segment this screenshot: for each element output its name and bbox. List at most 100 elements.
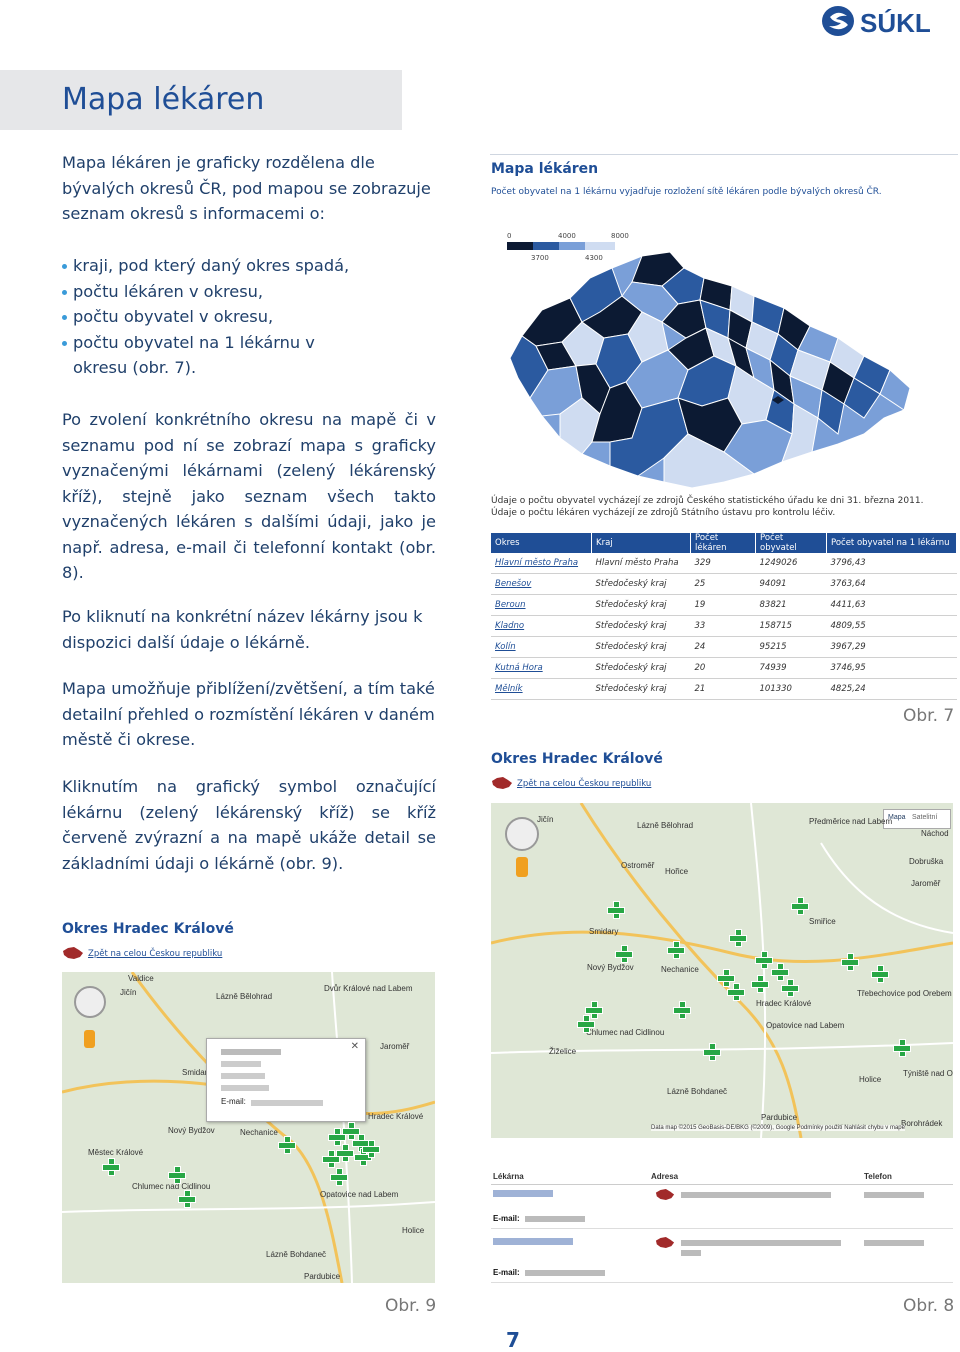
- map-type-control[interactable]: Mapa Satelitní: [883, 809, 951, 829]
- table-header-row: Okres Kraj Počet lékáren Počet obyvatel …: [491, 533, 957, 553]
- pharmacy-name-link[interactable]: [493, 1238, 573, 1245]
- table-row: Kladno Středočeský kraj 33 158715 4809,5…: [491, 615, 957, 637]
- pharmacy-cross-icon[interactable]: [178, 1190, 196, 1208]
- district-link[interactable]: Hlavní město Praha: [491, 553, 592, 574]
- table-cell: 3763,64: [826, 573, 957, 595]
- pharmacy-cross-icon[interactable]: [607, 901, 625, 919]
- table-cell: Hlavní město Praha: [591, 553, 691, 574]
- district-link[interactable]: Kladno: [491, 615, 592, 637]
- pharmacy-cross-icon[interactable]: [330, 1168, 348, 1186]
- pharmacy-cross-icon[interactable]: [342, 1122, 360, 1140]
- table-cell: Středočeský kraj: [591, 615, 691, 637]
- close-icon[interactable]: ✕: [350, 1041, 359, 1052]
- pegman-icon[interactable]: [516, 857, 528, 877]
- pan-control-icon[interactable]: [505, 817, 539, 851]
- table-row: Hlavní město Praha Hlavní město Praha 32…: [491, 553, 957, 574]
- table-row: Kutná Hora Středočeský kraj 20 74939 374…: [491, 657, 957, 679]
- sukl-logo: SÚKL: [820, 4, 940, 38]
- place-label: Smiřice: [809, 917, 836, 926]
- fig7-legend: 0 4000 8000 3700 4300: [491, 232, 631, 262]
- pharmacy-cross-icon[interactable]: [717, 969, 735, 987]
- row-divider: [491, 1282, 953, 1283]
- place-label: Valdice: [128, 974, 154, 983]
- map-type-satellite[interactable]: Satelitní: [912, 814, 938, 821]
- legend-label: 4000: [558, 232, 576, 240]
- fig8-map[interactable]: Mapa Satelitní Jičín Lázně Bělohrad Před…: [491, 803, 953, 1138]
- district-link[interactable]: Kolín: [491, 636, 592, 658]
- czech-map-icon[interactable]: [491, 776, 513, 790]
- back-to-cz-link[interactable]: Zpět na celou Českou republiku: [517, 779, 652, 789]
- place-label: Nový Bydžov: [587, 963, 634, 972]
- place-label: Jaroměř: [380, 1042, 410, 1051]
- back-to-cz-link[interactable]: Zpět na celou Českou republiku: [88, 949, 223, 959]
- pharmacy-email: [525, 1216, 585, 1222]
- table-header[interactable]: Okres: [491, 533, 592, 553]
- page-title: Mapa lékáren: [62, 82, 265, 117]
- table-cell: 83821: [755, 594, 827, 616]
- pharmacy-cross-icon[interactable]: [755, 951, 773, 969]
- table-cell: 94091: [755, 573, 827, 595]
- fig9-map[interactable]: Valdice Jičín Lázně Bělohrad Dvůr Králov…: [62, 972, 435, 1283]
- pharmacy-cross-icon[interactable]: [841, 953, 859, 971]
- table-cell: 3746,95: [826, 657, 957, 679]
- pharmacy-cross-icon[interactable]: [727, 983, 745, 1001]
- cz-district-map[interactable]: [492, 238, 922, 490]
- legend-swatch: [507, 242, 533, 250]
- place-label: Jaroměř: [911, 879, 941, 888]
- pharmacy-cross-icon[interactable]: [585, 1001, 603, 1019]
- table-row: Beroun Středočeský kraj 19 83821 4411,63: [491, 594, 957, 616]
- table-header[interactable]: Počet obyvatel: [755, 533, 827, 553]
- pharmacy-cross-icon[interactable]: [615, 945, 633, 963]
- page-number: 7: [506, 1328, 520, 1352]
- pharmacy-cross-icon[interactable]: [871, 965, 889, 983]
- district-link[interactable]: Kutná Hora: [491, 657, 592, 679]
- place-label: Jičín: [537, 815, 554, 824]
- place-label: Nový Bydžov: [168, 1126, 215, 1135]
- pharmacy-cross-icon[interactable]: [893, 1039, 911, 1057]
- pharmacy-cross-icon[interactable]: [771, 963, 789, 981]
- pharmacy-cross-icon[interactable]: [102, 1158, 120, 1176]
- legend-label: 3700: [531, 254, 549, 262]
- table-header[interactable]: Počet obyvatel na 1 lékárnu: [826, 533, 957, 553]
- legend-label: 8000: [611, 232, 629, 240]
- table-row: Mělník Středočeský kraj 21 101330 4825,2…: [491, 678, 957, 700]
- fig9-label: Obr. 9: [385, 1296, 437, 1316]
- czech-map-icon[interactable]: [62, 946, 84, 960]
- place-label: Náchod: [921, 829, 949, 838]
- pharmacy-cross-icon[interactable]: [328, 1128, 346, 1146]
- pharmacy-cross-icon[interactable]: [703, 1043, 721, 1061]
- pharmacy-cross-icon[interactable]: [791, 897, 809, 915]
- pharmacy-cross-icon[interactable]: [322, 1150, 340, 1168]
- table-cell: 158715: [755, 615, 827, 637]
- pharmacy-phone: [864, 1240, 924, 1246]
- place-label: Hořice: [665, 867, 689, 876]
- district-link[interactable]: Beroun: [491, 594, 592, 616]
- pharmacy-cross-icon[interactable]: [729, 929, 747, 947]
- table-cell: 3967,29: [826, 636, 957, 658]
- popup-phone: [221, 1085, 269, 1091]
- pharmacy-cross-icon[interactable]: [336, 1144, 354, 1162]
- pharmacy-cross-icon[interactable]: [673, 1001, 691, 1019]
- place-label: Hradec Králové: [756, 999, 812, 1008]
- fig8-label: Obr. 8: [903, 1296, 955, 1316]
- fig8-pharmacy-table: Lékárna Adresa Telefon E-mail: E-mail:: [491, 1168, 953, 1286]
- district-link[interactable]: Mělník: [491, 678, 592, 700]
- map-copyright: Data map ©2015 GeoBasis-DE/BKG (©2009), …: [651, 1125, 905, 1131]
- pharmacy-cross-icon[interactable]: [751, 975, 769, 993]
- map-type-map[interactable]: Mapa: [888, 814, 906, 821]
- pharmacy-cross-icon[interactable]: [781, 979, 799, 997]
- pegman-icon[interactable]: [84, 1030, 95, 1048]
- pan-control-icon[interactable]: [74, 986, 106, 1018]
- pharmacy-name-link[interactable]: [493, 1190, 553, 1197]
- table-cell: 20: [690, 657, 756, 679]
- pharmacy-cross-icon[interactable]: [168, 1166, 186, 1184]
- pharmacy-cross-icon[interactable]: [278, 1136, 296, 1154]
- table-header[interactable]: Počet lékáren: [690, 533, 756, 553]
- popup-address: [221, 1061, 261, 1067]
- pharmacy-cross-icon[interactable]: [362, 1140, 380, 1158]
- table-header[interactable]: Kraj: [591, 533, 691, 553]
- place-label: Pardubice: [761, 1113, 798, 1122]
- pharmacy-cross-icon[interactable]: [577, 1015, 595, 1033]
- district-link[interactable]: Benešov: [491, 573, 592, 595]
- pharmacy-cross-icon[interactable]: [667, 941, 685, 959]
